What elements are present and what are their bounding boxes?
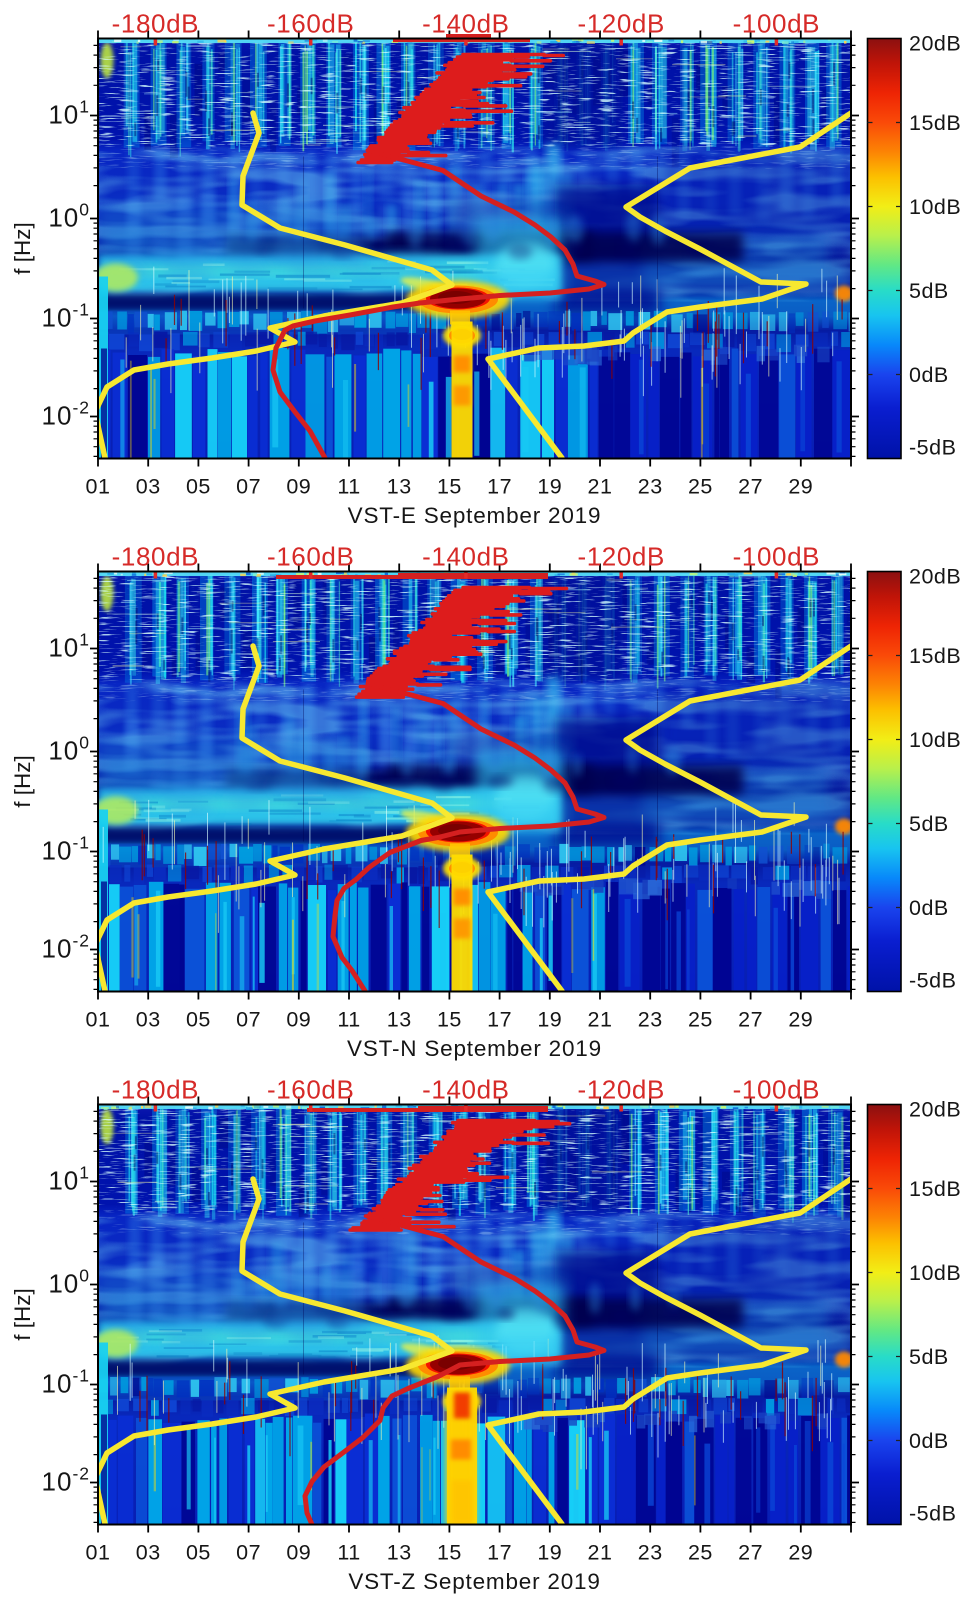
svg-text:20dB: 20dB [909, 1098, 961, 1122]
svg-text:-160dB: -160dB [267, 9, 354, 39]
svg-text:-100dB: -100dB [733, 9, 820, 39]
svg-text:f [Hz]: f [Hz] [10, 755, 35, 808]
svg-text:-180dB: -180dB [112, 9, 199, 39]
svg-text:27: 27 [738, 1541, 763, 1565]
svg-text:-180dB: -180dB [112, 542, 199, 572]
svg-text:5dB: 5dB [909, 812, 949, 836]
svg-text:01: 01 [86, 475, 111, 499]
svg-text:-180dB: -180dB [112, 1075, 199, 1105]
svg-text:27: 27 [738, 475, 763, 499]
svg-text:10dB: 10dB [909, 728, 961, 752]
svg-text:21: 21 [588, 1008, 613, 1032]
svg-text:23: 23 [638, 475, 663, 499]
svg-text:-140dB: -140dB [422, 1075, 509, 1105]
svg-text:0dB: 0dB [909, 896, 949, 920]
svg-text:21: 21 [588, 1541, 613, 1565]
svg-text:VST-E September 2019: VST-E September 2019 [348, 503, 602, 528]
svg-text:17: 17 [487, 1008, 512, 1032]
svg-text:07: 07 [236, 475, 261, 499]
svg-text:25: 25 [688, 475, 713, 499]
svg-text:05: 05 [186, 475, 211, 499]
svg-text:-100dB: -100dB [733, 542, 820, 572]
svg-text:11: 11 [337, 1541, 360, 1565]
svg-text:03: 03 [136, 475, 161, 499]
svg-text:VST-N September 2019: VST-N September 2019 [347, 1036, 602, 1061]
svg-text:20dB: 20dB [909, 32, 961, 56]
svg-text:07: 07 [236, 1541, 261, 1565]
svg-text:03: 03 [136, 1008, 161, 1032]
svg-text:01: 01 [86, 1008, 111, 1032]
svg-text:15dB: 15dB [909, 1177, 961, 1201]
svg-text:13: 13 [387, 475, 412, 499]
svg-text:-5dB: -5dB [909, 436, 956, 460]
svg-text:-120dB: -120dB [577, 1075, 664, 1105]
svg-text:13: 13 [387, 1541, 412, 1565]
svg-text:-5dB: -5dB [909, 1502, 956, 1526]
svg-text:0dB: 0dB [909, 1429, 949, 1453]
svg-text:09: 09 [286, 1541, 311, 1565]
svg-text:-140dB: -140dB [422, 542, 509, 572]
svg-text:-5dB: -5dB [909, 969, 956, 993]
svg-text:15: 15 [437, 1008, 462, 1032]
svg-text:09: 09 [286, 475, 311, 499]
svg-text:20dB: 20dB [909, 565, 961, 589]
svg-text:15: 15 [437, 475, 462, 499]
svg-text:17: 17 [487, 475, 512, 499]
svg-text:19: 19 [537, 475, 562, 499]
svg-text:-160dB: -160dB [267, 1075, 354, 1105]
svg-text:29: 29 [788, 475, 813, 499]
svg-text:0dB: 0dB [909, 363, 949, 387]
svg-text:-120dB: -120dB [577, 542, 664, 572]
svg-text:25: 25 [688, 1541, 713, 1565]
svg-text:5dB: 5dB [909, 279, 949, 303]
svg-text:13: 13 [387, 1008, 412, 1032]
svg-text:21: 21 [588, 475, 613, 499]
svg-text:10dB: 10dB [909, 195, 961, 219]
svg-text:-140dB: -140dB [422, 9, 509, 39]
svg-text:f [Hz]: f [Hz] [10, 222, 35, 275]
svg-text:15dB: 15dB [909, 644, 961, 668]
svg-text:VST-Z September 2019: VST-Z September 2019 [348, 1569, 600, 1594]
svg-text:05: 05 [186, 1541, 211, 1565]
svg-text:15dB: 15dB [909, 111, 961, 135]
svg-text:25: 25 [688, 1008, 713, 1032]
svg-text:29: 29 [788, 1008, 813, 1032]
svg-text:01: 01 [86, 1541, 111, 1565]
svg-text:05: 05 [186, 1008, 211, 1032]
svg-text:03: 03 [136, 1541, 161, 1565]
svg-text:-160dB: -160dB [267, 542, 354, 572]
svg-text:09: 09 [286, 1008, 311, 1032]
svg-text:10dB: 10dB [909, 1261, 961, 1285]
svg-text:15: 15 [437, 1541, 462, 1565]
svg-text:19: 19 [537, 1008, 562, 1032]
svg-text:29: 29 [788, 1541, 813, 1565]
svg-text:27: 27 [738, 1008, 763, 1032]
svg-text:10-1: 10-1 [42, 300, 90, 333]
svg-text:f [Hz]: f [Hz] [10, 1288, 35, 1341]
svg-text:11: 11 [337, 1008, 360, 1032]
svg-text:07: 07 [236, 1008, 261, 1032]
svg-text:23: 23 [638, 1008, 663, 1032]
svg-text:11: 11 [337, 475, 360, 499]
svg-text:23: 23 [638, 1541, 663, 1565]
svg-text:-100dB: -100dB [733, 1075, 820, 1105]
svg-text:5dB: 5dB [909, 1345, 949, 1369]
svg-text:-120dB: -120dB [577, 9, 664, 39]
svg-text:19: 19 [537, 1541, 562, 1565]
svg-text:17: 17 [487, 1541, 512, 1565]
